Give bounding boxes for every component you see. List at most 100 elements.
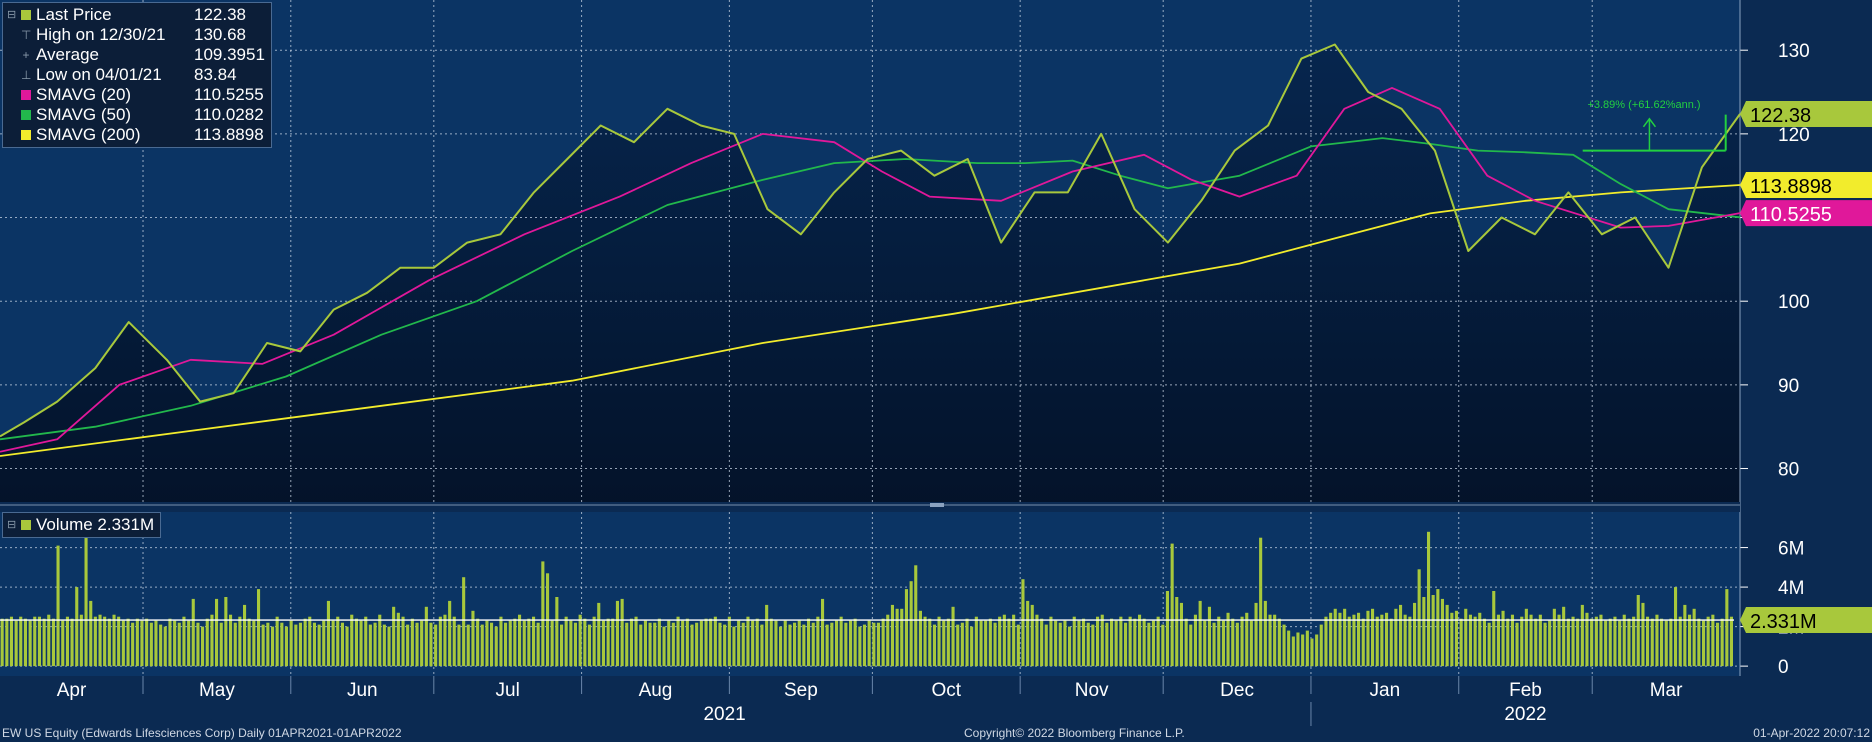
collapse-icon[interactable]: ⊟	[7, 9, 17, 21]
volume-bar	[1161, 624, 1165, 667]
legend-value: 122.38	[194, 5, 246, 24]
volume-tag	[1740, 607, 1872, 634]
volume-bar	[1245, 612, 1249, 667]
volume-bar	[1193, 614, 1197, 667]
volume-bar	[359, 620, 363, 667]
volume-bar	[1496, 614, 1500, 667]
volume-bar	[434, 624, 438, 667]
smavg-20-swatch	[21, 90, 31, 100]
volume-bar	[737, 620, 741, 667]
volume-bar	[909, 581, 913, 667]
price-tick-label: 80	[1778, 460, 1799, 481]
volume-bar	[1068, 626, 1072, 667]
volume-bar	[904, 589, 908, 667]
volume-bar	[1235, 622, 1239, 667]
volume-bar	[177, 622, 181, 667]
legend-value: 113.8898	[194, 125, 264, 144]
volume-legend: ⊟ Volume 2.331M	[2, 512, 162, 538]
volume-bar	[23, 618, 27, 667]
volume-bar	[1697, 618, 1701, 667]
volume-bar	[1515, 622, 1519, 667]
volume-bar	[312, 622, 316, 667]
volume-bar	[224, 597, 228, 667]
volume-bar	[19, 616, 23, 667]
volume-bar	[182, 616, 186, 667]
volume-bar	[396, 612, 400, 667]
price-tag-label: 122.38	[1750, 105, 1811, 127]
volume-bar	[1413, 602, 1417, 667]
volume-bar	[1422, 597, 1426, 667]
volume-bar	[28, 620, 32, 667]
legend-row-high[interactable]: ⊤ High on 12/30/21 130.68	[7, 25, 265, 45]
volume-bar	[998, 616, 1002, 667]
legend-value: 110.5255	[194, 85, 264, 104]
volume-bar	[1021, 579, 1025, 667]
volume-bar	[1557, 614, 1561, 667]
volume-bar	[1725, 589, 1729, 667]
last-price-area	[0, 44, 1740, 502]
volume-bar	[555, 597, 559, 667]
volume-bar	[1389, 618, 1393, 667]
legend-row-average[interactable]: + Average 109.3951	[7, 45, 264, 65]
volume-bar	[1548, 620, 1552, 667]
volume-bar	[746, 616, 750, 667]
series-line-smavg-200-	[0, 184, 1741, 457]
legend-row-smavg-200[interactable]: SMAVG (200) 113.8898	[7, 125, 265, 145]
volume-bar	[1273, 614, 1277, 667]
volume-bar	[1524, 608, 1528, 667]
volume-bar	[504, 622, 508, 667]
volume-bar	[1077, 620, 1081, 667]
volume-bar	[1184, 618, 1188, 667]
legend-row-volume[interactable]: ⊟ Volume 2.331M	[7, 515, 154, 535]
month-label: Aug	[639, 680, 673, 701]
month-label: Jun	[347, 680, 378, 701]
volume-bar	[457, 624, 461, 667]
volume-bar	[704, 618, 708, 667]
volume-bar	[1403, 614, 1407, 667]
volume-bar	[923, 616, 927, 667]
volume-bar	[1729, 616, 1733, 667]
volume-bar	[317, 624, 321, 667]
volume-bar	[1688, 614, 1692, 667]
volume-bar	[876, 622, 880, 667]
volume-bar	[657, 618, 661, 667]
collapse-icon[interactable]: ⊟	[7, 519, 17, 531]
month-label: Apr	[57, 680, 87, 701]
volume-bar	[298, 622, 302, 667]
volume-bar	[587, 624, 591, 667]
volume-bar	[793, 622, 797, 667]
volume-bar	[98, 614, 102, 667]
volume-bar	[1142, 618, 1146, 667]
volume-bar	[1333, 608, 1337, 667]
volume-bar	[1552, 608, 1556, 667]
legend-row-smavg-20[interactable]: SMAVG (20) 110.5255	[7, 85, 265, 105]
volume-bar	[1529, 614, 1533, 667]
volume-bar	[1352, 614, 1356, 667]
volume-bar	[1366, 610, 1370, 667]
last-price-swatch	[21, 10, 31, 20]
smavg-200-swatch	[21, 130, 31, 140]
price-tag-label: 113.8898	[1750, 176, 1832, 198]
volume-bar	[1380, 614, 1384, 667]
volume-bar	[988, 618, 992, 667]
volume-bar	[387, 626, 391, 667]
volume-bar	[452, 616, 456, 667]
volume-bar	[61, 620, 65, 667]
volume-swatch	[21, 520, 31, 530]
volume-bar	[1692, 608, 1696, 667]
legend-row-last-price[interactable]: ⊟ Last Price 122.38	[7, 5, 265, 25]
volume-bar	[671, 622, 675, 667]
volume-bar	[117, 616, 121, 667]
volume-bar	[760, 624, 764, 667]
volume-bar	[154, 620, 158, 667]
volume-bar	[14, 620, 18, 667]
volume-bar	[573, 622, 577, 667]
volume-bar	[65, 616, 69, 667]
volume-bar	[751, 620, 755, 667]
volume-bar	[639, 624, 643, 667]
volume-bar	[1431, 595, 1435, 667]
legend-row-smavg-50[interactable]: SMAVG (50) 110.0282	[7, 105, 265, 125]
legend-row-low[interactable]: ⊥ Low on 04/01/21 83.84	[7, 65, 265, 85]
volume-bar	[1016, 624, 1020, 667]
volume-bar	[378, 614, 382, 667]
